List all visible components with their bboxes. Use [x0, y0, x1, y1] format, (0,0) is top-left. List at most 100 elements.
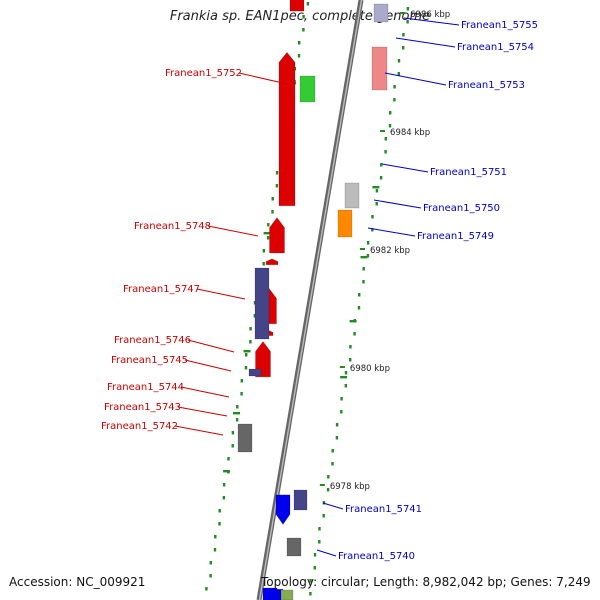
gc-dot-right [344, 384, 347, 388]
gene-box-navy-small [248, 368, 262, 377]
gene-label-Franean1_5743[interactable]: Franean1_5743 [104, 402, 181, 413]
gc-dot-left [306, 2, 310, 6]
gene-label-Franean1_5749[interactable]: Franean1_5749 [417, 231, 494, 242]
gene-box-navy-lower [293, 489, 308, 511]
gc-dot-left [231, 444, 234, 448]
gene-leader-Franean1_5749 [367, 227, 416, 237]
gc-dot-right [340, 397, 343, 401]
gc-dot-left [240, 379, 243, 383]
gc-dot-right [375, 202, 378, 206]
gene-leader-Franean1_5747 [196, 288, 246, 300]
gc-dot-left [235, 418, 239, 422]
gene-box-lavender [373, 3, 389, 23]
gene-leader-Franean1_5751 [381, 163, 429, 173]
gene-arrow-Franean1_5741 [275, 494, 291, 525]
gc-dot-right [335, 423, 339, 427]
gene-leader-Franean1_5740 [316, 549, 337, 557]
gene-label-Franean1_5751[interactable]: Franean1_5751 [430, 167, 507, 178]
gc-dot-left [298, 41, 301, 45]
gene-arrow-Franean1_5746 [269, 217, 285, 254]
gc-dot-left [222, 496, 226, 500]
gc-dot-right [309, 579, 312, 583]
gc-dot-right [393, 98, 396, 102]
gene-label-Franean1_5742[interactable]: Franean1_5742 [101, 421, 178, 432]
gene-box-gray-lower [286, 537, 302, 557]
gc-dot-left [302, 15, 305, 19]
gene-box-bottom-blue [262, 587, 278, 600]
gc-dot-right [318, 540, 321, 544]
gene-label-Franean1_5755[interactable]: Franean1_5755 [461, 20, 538, 31]
gene-label-Franean1_5754[interactable]: Franean1_5754 [457, 42, 534, 53]
gene-leader-Franean1_5754 [395, 37, 456, 48]
gc-dot-right [397, 59, 401, 63]
gc-dot-right [362, 280, 365, 284]
gc-dot-left [205, 587, 208, 591]
gc-dot-right [357, 306, 361, 310]
gc-dot-right [340, 410, 343, 414]
gc-dash [372, 186, 380, 189]
ruler-label: 6984 kbp [390, 128, 430, 138]
gc-dot-left [275, 171, 279, 175]
gene-features[interactable] [237, 0, 389, 600]
gc-dot-left [214, 535, 217, 539]
gc-dot-left [227, 457, 230, 461]
gc-dot-right [353, 332, 356, 336]
gc-dot-left [249, 340, 252, 344]
gc-dot-left [231, 431, 235, 435]
gc-dot-left [302, 28, 305, 32]
gc-dot-right [384, 150, 387, 154]
gc-dash [243, 350, 251, 353]
gc-dot-right [389, 111, 392, 115]
gc-dot-left [249, 327, 252, 331]
gc-dot-right [406, 20, 409, 24]
gc-dot-right [309, 592, 312, 596]
gc-dot-left [209, 561, 212, 565]
gc-dot-left [209, 574, 212, 578]
gc-dot-right [313, 566, 316, 570]
gene-label-Franean1_5752[interactable]: Franean1_5752 [165, 68, 242, 79]
gene-label-Franean1_5745[interactable]: Franean1_5745 [111, 355, 188, 366]
gc-dot-left [222, 483, 226, 487]
gc-dot-left [267, 223, 270, 227]
gene-label-Franean1_5747[interactable]: Franean1_5747 [123, 284, 200, 295]
gc-dot-right [362, 267, 365, 271]
gc-dot-left [266, 236, 270, 240]
gc-dot-left [245, 353, 248, 357]
gc-dot-right [388, 124, 392, 128]
gc-dot-left [262, 262, 265, 266]
gene-label-Franean1_5748[interactable]: Franean1_5748 [134, 221, 211, 232]
gene-label-Franean1_5740[interactable]: Franean1_5740 [338, 551, 415, 562]
gc-dot-right [327, 475, 330, 479]
gc-dash [340, 376, 348, 379]
gene-leader-Franean1_5745 [184, 359, 232, 372]
gene-arrow-Franean1_5748 [289, 0, 305, 12]
gc-dot-right [326, 488, 330, 492]
gc-dot-right [366, 254, 370, 258]
gene-arrow-Franean1_5742 [255, 341, 271, 378]
gc-dot-left [244, 366, 248, 370]
gc-dot-right [349, 358, 352, 362]
gc-dot-left [218, 522, 221, 526]
gc-dot-right [375, 189, 379, 193]
gene-label-Franean1_5753[interactable]: Franean1_5753 [448, 80, 525, 91]
gc-dash [233, 412, 240, 415]
gene-label-Franean1_5741[interactable]: Franean1_5741 [345, 504, 422, 515]
gc-dot-left [271, 197, 274, 201]
gene-leader-Franean1_5744 [180, 386, 230, 398]
gene-label-Franean1_5746[interactable]: Franean1_5746 [114, 335, 191, 346]
gc-dot-right [349, 345, 352, 349]
gc-dot-right [371, 228, 374, 232]
gc-dot-right [402, 46, 405, 50]
gene-box-gray [237, 423, 253, 453]
gc-dot-right [318, 527, 321, 531]
gc-dot-right [358, 293, 361, 297]
gene-labels[interactable]: Franean1_5752 Franean1_5748 Franean1_5747 F… [101, 17, 538, 562]
gene-leader-Franean1_5750 [373, 199, 422, 209]
gc-dot-right [393, 85, 396, 89]
gene-label-Franean1_5750[interactable]: Franean1_5750 [423, 203, 500, 214]
gene-label-Franean1_5744[interactable]: Franean1_5744 [107, 382, 184, 393]
gene-box-green [299, 75, 316, 103]
gene-leader-Franean1_5742 [174, 425, 224, 436]
